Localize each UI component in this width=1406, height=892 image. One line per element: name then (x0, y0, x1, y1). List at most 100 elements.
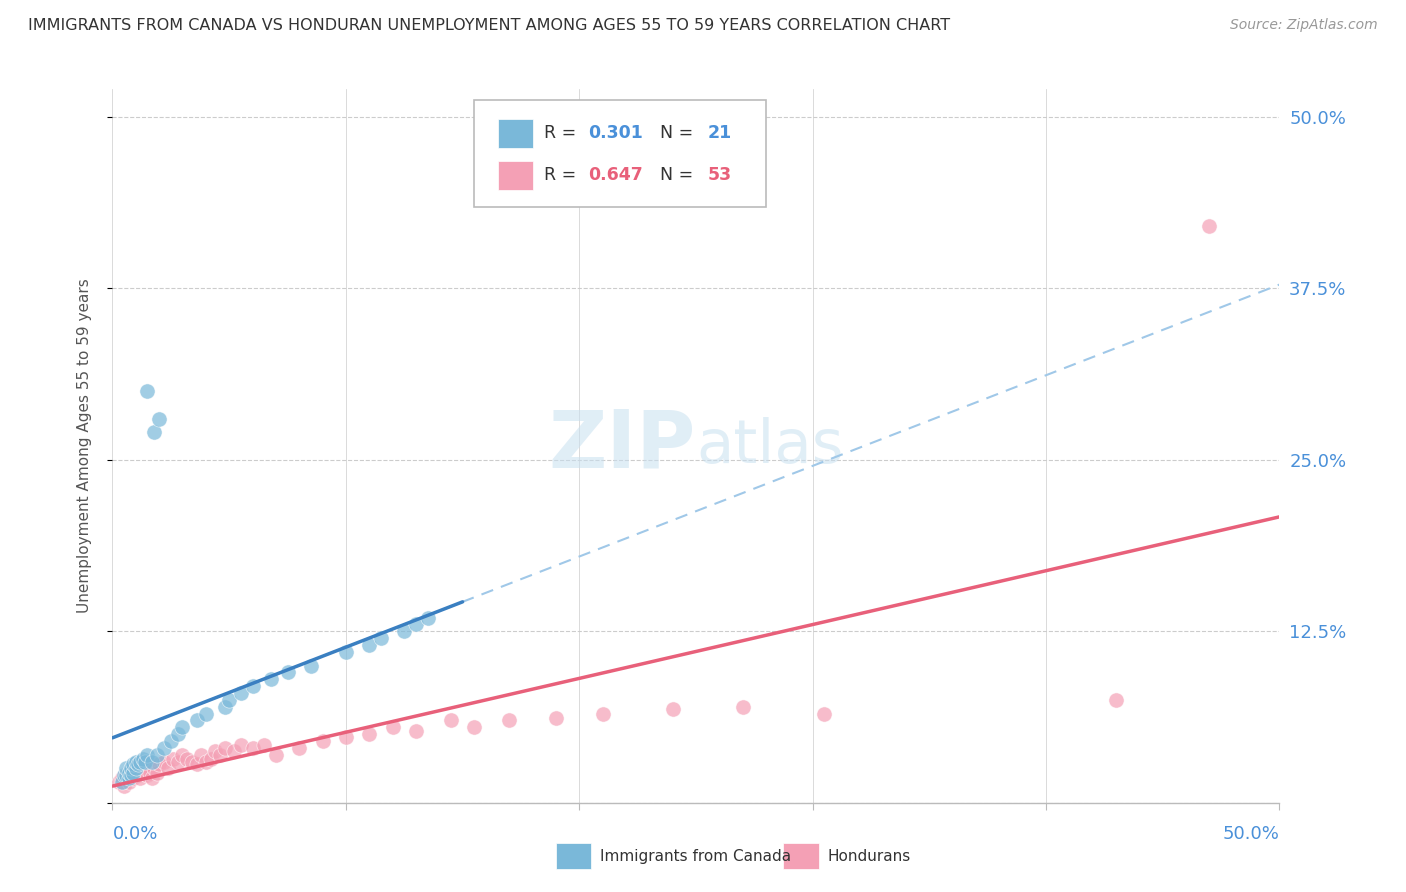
Text: 0.647: 0.647 (589, 167, 644, 185)
Point (218, 693, 240, 707)
Point (405, 724, 427, 739)
Bar (555, 844, 591, 869)
Point (148, 757, 170, 772)
Point (229, 686, 252, 700)
Text: 50.0%: 50.0% (1223, 825, 1279, 843)
Text: IMMIGRANTS FROM CANADA VS HONDURAN UNEMPLOYMENT AMONG AGES 55 TO 59 YEARS CORREL: IMMIGRANTS FROM CANADA VS HONDURAN UNEMP… (28, 18, 950, 33)
Point (143, 762, 166, 776)
Point (132, 765, 155, 780)
Point (440, 714, 463, 728)
Y-axis label: Unemployment Among Ages 55 to 59 years: Unemployment Among Ages 55 to 59 years (77, 278, 91, 614)
Point (544, 711, 567, 725)
Point (120, 768, 142, 782)
Bar (498, 161, 533, 190)
Point (122, 757, 145, 772)
Point (146, 765, 169, 780)
Point (208, 747, 231, 762)
Point (112, 768, 135, 782)
Text: Source: ZipAtlas.com: Source: ZipAtlas.com (1230, 18, 1378, 32)
Point (148, 411, 170, 425)
Point (180, 755, 202, 769)
Point (157, 762, 180, 776)
Point (214, 740, 236, 755)
Point (115, 768, 138, 782)
Point (190, 747, 212, 762)
Point (127, 757, 149, 772)
Point (242, 740, 264, 755)
Point (392, 624, 416, 639)
Text: ZIP: ZIP (548, 407, 696, 485)
Point (129, 771, 152, 785)
Point (288, 740, 311, 755)
Point (370, 631, 392, 645)
Point (127, 768, 149, 782)
Point (204, 744, 226, 758)
Point (118, 765, 141, 780)
Point (134, 755, 156, 769)
Point (172, 747, 194, 762)
Point (381, 720, 404, 734)
Point (242, 679, 264, 693)
Point (405, 617, 427, 632)
Point (141, 771, 163, 785)
Point (299, 658, 322, 673)
Point (112, 780, 135, 794)
Point (125, 755, 148, 769)
Point (120, 768, 142, 782)
Text: Immigrants from Canada: Immigrants from Canada (600, 849, 792, 863)
Point (111, 775, 134, 789)
Point (498, 714, 520, 728)
Point (118, 771, 141, 785)
Point (214, 699, 236, 714)
Point (335, 730, 357, 744)
Bar (783, 844, 818, 869)
Point (194, 755, 217, 769)
Point (359, 638, 381, 652)
Point (416, 610, 439, 624)
Text: 53: 53 (707, 167, 731, 185)
Point (146, 747, 169, 762)
Point (118, 775, 141, 789)
Point (592, 706, 614, 721)
Point (186, 714, 208, 728)
Point (172, 720, 194, 734)
Point (108, 775, 131, 789)
Point (813, 706, 835, 721)
Point (111, 771, 134, 785)
Point (136, 768, 159, 782)
Point (222, 744, 245, 758)
Point (115, 762, 138, 776)
Point (141, 755, 163, 769)
Point (176, 752, 198, 766)
Point (136, 747, 159, 762)
Point (1198, 219, 1220, 234)
Point (136, 384, 159, 398)
Point (125, 762, 148, 776)
Point (1105, 693, 1128, 707)
Point (253, 738, 276, 752)
Point (129, 755, 152, 769)
Point (122, 765, 145, 780)
Point (264, 747, 287, 762)
Text: N =: N = (650, 167, 699, 185)
Point (463, 720, 485, 734)
Text: Hondurans: Hondurans (828, 849, 911, 863)
Point (311, 734, 333, 748)
Point (335, 645, 357, 659)
Point (200, 752, 222, 766)
Point (120, 762, 142, 776)
Point (661, 702, 683, 716)
Point (229, 738, 252, 752)
Point (153, 755, 176, 769)
Text: 0.0%: 0.0% (112, 825, 157, 843)
Text: 21: 21 (707, 125, 733, 143)
Point (194, 706, 217, 721)
Point (186, 757, 208, 772)
Point (166, 727, 188, 741)
FancyBboxPatch shape (474, 100, 766, 207)
Point (143, 425, 166, 440)
Text: R =: R = (544, 167, 582, 185)
Bar (498, 120, 533, 148)
Point (162, 752, 184, 766)
Point (132, 752, 155, 766)
